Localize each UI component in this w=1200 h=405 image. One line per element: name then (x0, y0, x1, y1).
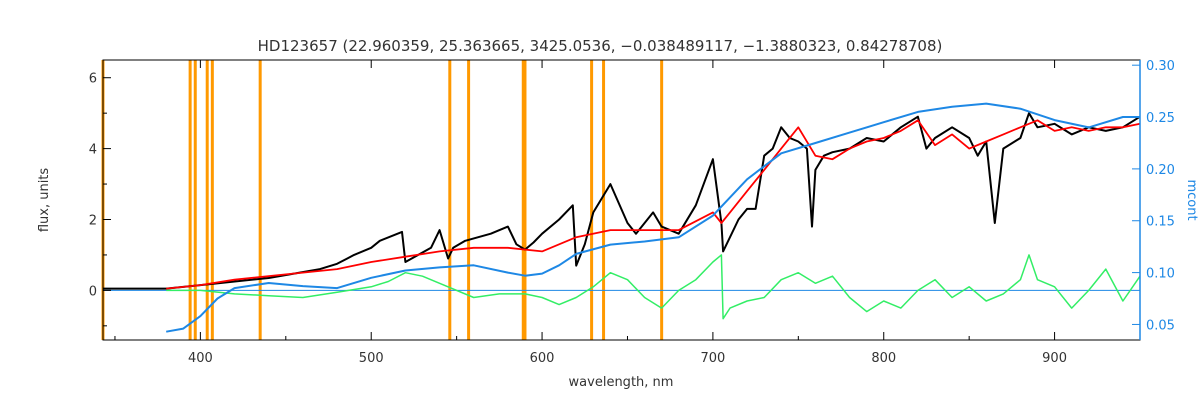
y-tick-label-2: 2 (89, 213, 97, 228)
x-tick-label-800: 800 (871, 351, 896, 366)
x-tick-label-400: 400 (188, 351, 213, 366)
y2-tick-label-4: 0.25 (1146, 111, 1175, 126)
series-layer (103, 102, 1141, 333)
y-tick-label-0: 0 (89, 284, 97, 299)
spectral-line-markers (101, 60, 664, 340)
y2-tick-label-3: 0.20 (1146, 163, 1175, 178)
x-tick-label-600: 600 (530, 351, 555, 366)
y-axis-label: flux, units (37, 168, 52, 233)
x-tick-label-700: 700 (700, 351, 725, 366)
chart-title: HD123657 (22.960359, 25.363665, 3425.053… (258, 37, 943, 55)
model-series-line (166, 119, 1141, 290)
y-tick-label-4: 4 (89, 143, 97, 158)
x-tick-label-500: 500 (359, 351, 384, 366)
x-tick-label-900: 900 (1042, 351, 1067, 366)
y2-tick-label-0: 0.05 (1146, 318, 1175, 333)
axis-ticks: 400 500 600 700 800 900 0 2 4 6 0.05 0.10 0.15 0.20 0.… (89, 59, 1175, 366)
y2-tick-label-5: 0.30 (1146, 59, 1175, 74)
plot-frame (102, 59, 1141, 341)
y2-tick-label-1: 0.10 (1146, 267, 1175, 282)
observed-series-line (103, 112, 1141, 290)
residual-series-line (166, 254, 1141, 320)
continuum-series-line (166, 102, 1140, 333)
x-axis-label: wavelength, nm (569, 375, 674, 390)
y-tick-label-6: 6 (89, 72, 97, 87)
y2-tick-label-2: 0.15 (1146, 215, 1175, 230)
right-axis-label: mcont (1184, 179, 1199, 220)
